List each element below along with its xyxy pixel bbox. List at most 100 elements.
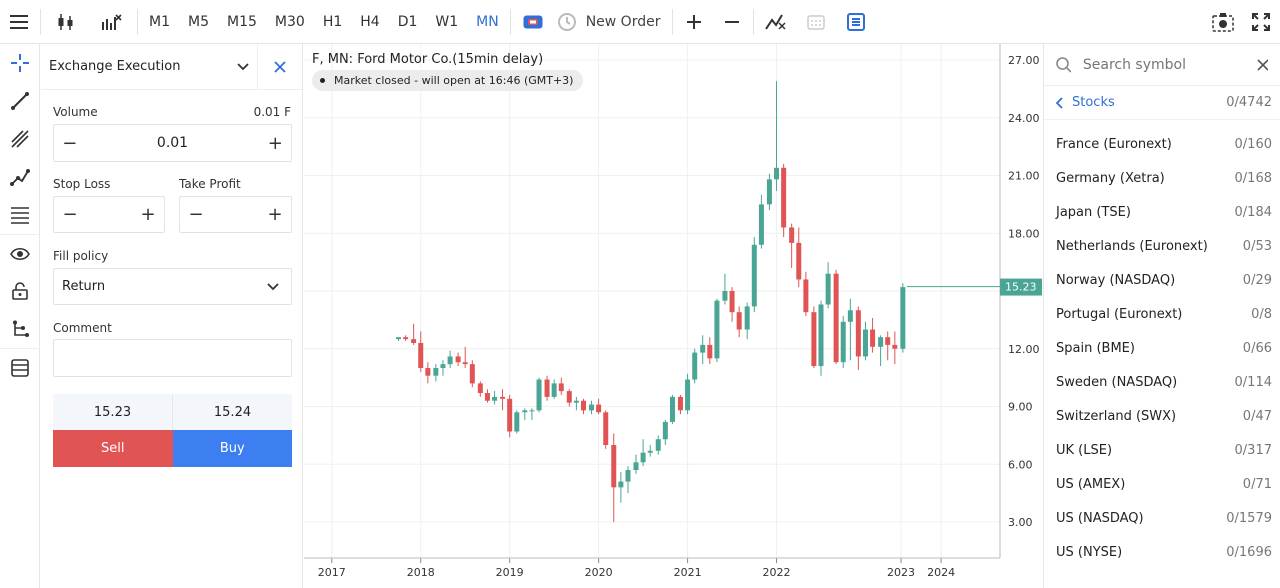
symbol-group-list: France (Euronext) 0/160 Germany (Xetra) 0/1… xyxy=(1044,120,1280,569)
candle-body xyxy=(492,396,498,401)
take-profit-decrease-button[interactable]: − xyxy=(188,204,204,225)
order-panel-header: Exchange Execution xyxy=(41,43,302,90)
timeframe-w1-button[interactable]: W1 xyxy=(435,13,459,30)
candle-body xyxy=(885,337,891,345)
sell-button[interactable]: Sell xyxy=(53,430,173,467)
ask-price: 15.24 xyxy=(213,404,252,420)
screenshot-icon[interactable] xyxy=(1204,0,1242,44)
layers-icon[interactable] xyxy=(0,348,40,386)
menu-icon[interactable] xyxy=(0,0,38,44)
candle-body xyxy=(469,364,475,384)
left-tool-sidebar xyxy=(0,44,40,588)
candle-body xyxy=(536,379,542,411)
x-tick-label: 2022 xyxy=(763,566,791,579)
stop-loss-increase-button[interactable]: + xyxy=(140,204,156,225)
x-tick-label: 2019 xyxy=(496,566,524,579)
volume-stepper: − + xyxy=(53,124,292,162)
calendar-icon[interactable] xyxy=(796,0,836,44)
symbol-group-name: Japan (TSE) xyxy=(1056,204,1131,220)
fibonacci-icon[interactable] xyxy=(0,196,40,234)
candle-body xyxy=(855,310,861,357)
stop-loss-stepper[interactable]: − + xyxy=(53,196,165,233)
timeframe-h1-button[interactable]: H1 xyxy=(322,13,343,30)
symbol-group-item[interactable]: US (NYSE) 0/1696 xyxy=(1044,535,1280,569)
clear-search-icon[interactable] xyxy=(1257,58,1268,71)
candle-body xyxy=(700,344,706,353)
take-profit-stepper[interactable]: − + xyxy=(179,196,292,233)
timeframe-h4-button[interactable]: H4 xyxy=(360,13,380,30)
symbol-group-count: 0/1696 xyxy=(1226,544,1272,560)
candle-body xyxy=(833,273,839,363)
market-status-text: Market closed - will open at 16:46 (GMT+… xyxy=(334,74,574,87)
volume-decrease-button[interactable]: − xyxy=(62,132,78,154)
symbol-group-item[interactable]: Spain (BME) 0/66 xyxy=(1044,331,1280,365)
symbol-group-item[interactable]: Switzerland (SWX) 0/47 xyxy=(1044,399,1280,433)
timeframe-m1-button[interactable]: M1 xyxy=(149,13,170,30)
candle-body xyxy=(551,383,557,397)
timeframe-m30-button[interactable]: M30 xyxy=(274,13,305,30)
zoom-in-icon[interactable] xyxy=(675,0,713,44)
one-click-trading-icon[interactable] xyxy=(513,0,553,44)
candle-body xyxy=(603,412,609,445)
symbol-group-name: Norway (NASDAQ) xyxy=(1056,272,1176,288)
timeframe-d1-button[interactable]: D1 xyxy=(397,13,418,30)
symbol-group-item[interactable]: Portugal (Euronext) 0/8 xyxy=(1044,297,1280,331)
symbol-group-name: Germany (Xetra) xyxy=(1056,170,1165,186)
price-chart[interactable]: 27.0024.0021.0018.0015.0012.009.006.003.… xyxy=(304,44,1043,588)
take-profit-increase-button[interactable]: + xyxy=(267,204,283,225)
x-tick-label: 2018 xyxy=(407,566,435,579)
candle-body xyxy=(744,306,750,330)
top-toolbar: M1 M5 M15 M30 H1 H4 D1 W1 MN New Order xyxy=(0,0,1280,44)
symbol-group-item[interactable]: US (NASDAQ) 0/1579 xyxy=(1044,501,1280,535)
symbol-group-item[interactable]: Norway (NASDAQ) 0/29 xyxy=(1044,263,1280,297)
candle-body xyxy=(573,400,579,403)
timeframe-m15-button[interactable]: M15 xyxy=(227,13,257,30)
search-input[interactable] xyxy=(1082,56,1257,73)
chart-canvas[interactable]: 27.0024.0021.0018.0015.0012.009.006.003.… xyxy=(304,44,1043,588)
channel-icon[interactable] xyxy=(0,120,40,158)
candle-body xyxy=(633,462,639,471)
candle-body xyxy=(811,312,817,367)
symbol-group-item[interactable]: US (AMEX) 0/71 xyxy=(1044,467,1280,501)
buy-button[interactable]: Buy xyxy=(172,430,292,467)
candle-body xyxy=(751,244,757,307)
execution-type-select[interactable]: Exchange Execution xyxy=(41,43,258,90)
stocks-back-row[interactable]: Stocks 0/4742 xyxy=(1044,86,1280,120)
symbol-group-item[interactable]: France (Euronext) 0/160 xyxy=(1044,127,1280,161)
volume-input[interactable] xyxy=(85,135,260,151)
trendline-icon[interactable] xyxy=(0,82,40,120)
comment-input[interactable] xyxy=(53,339,292,377)
candle-body xyxy=(589,404,595,411)
timeframe-mn-button[interactable]: MN xyxy=(476,13,499,30)
indicators-icon[interactable] xyxy=(89,0,135,44)
candle-body xyxy=(736,312,742,330)
fullscreen-icon[interactable] xyxy=(1242,0,1280,44)
lock-icon[interactable] xyxy=(0,272,40,310)
fill-policy-select[interactable]: Return xyxy=(53,268,292,305)
volume-increase-button[interactable]: + xyxy=(267,132,283,154)
candle-body xyxy=(796,242,802,280)
object-tree-icon[interactable] xyxy=(0,310,40,348)
timeframe-m5-button[interactable]: M5 xyxy=(188,13,209,30)
chart-type-candles-icon[interactable] xyxy=(43,0,89,44)
close-panel-button[interactable] xyxy=(258,44,302,90)
trade-panel-icon[interactable] xyxy=(836,0,876,44)
symbol-group-item[interactable]: Germany (Xetra) 0/168 xyxy=(1044,161,1280,195)
candle-body xyxy=(462,362,468,365)
symbol-group-item[interactable]: Sweden (NASDAQ) 0/114 xyxy=(1044,365,1280,399)
symbol-group-item[interactable]: UK (LSE) 0/317 xyxy=(1044,433,1280,467)
crosshair-icon[interactable] xyxy=(0,44,40,82)
drawing-tools-icon[interactable] xyxy=(756,0,796,44)
zoom-out-icon[interactable] xyxy=(713,0,751,44)
candle-body xyxy=(840,321,846,363)
symbol-group-item[interactable]: Netherlands (Euronext) 0/53 xyxy=(1044,229,1280,263)
symbol-group-item[interactable]: Japan (TSE) 0/184 xyxy=(1044,195,1280,229)
stop-loss-decrease-button[interactable]: − xyxy=(62,204,78,225)
last-price-label: 15.23 xyxy=(1005,281,1037,294)
volume-label: Volume xyxy=(53,105,98,119)
symbol-group-count: 0/160 xyxy=(1234,136,1272,152)
new-order-button[interactable]: New Order xyxy=(553,0,671,44)
polyline-icon[interactable] xyxy=(0,158,40,196)
candle-body xyxy=(774,167,780,180)
eye-icon[interactable] xyxy=(0,234,40,272)
